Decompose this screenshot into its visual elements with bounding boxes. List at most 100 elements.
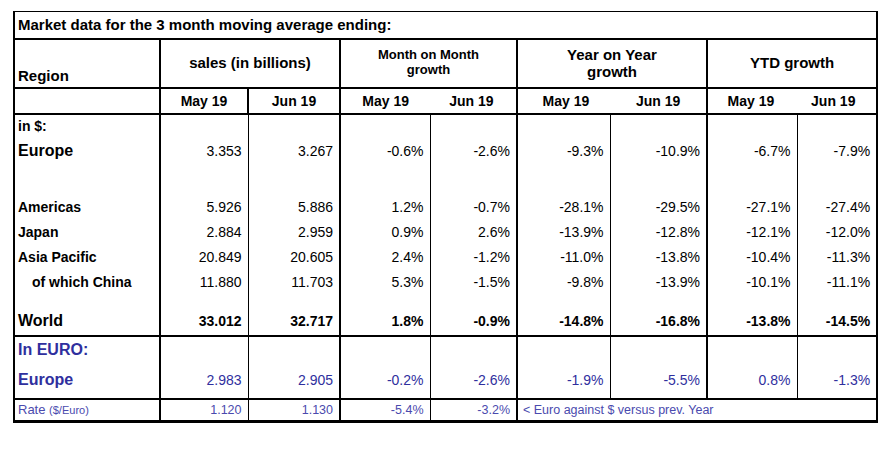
data-cell: 3.267: [248, 138, 340, 165]
col-group-sales: sales (in billions): [160, 39, 340, 88]
subheader-ytd: May 19Jun 19: [707, 88, 877, 114]
data-cell: 2.6%: [430, 220, 517, 245]
row-label-americas: Americas: [14, 195, 160, 220]
row-china: of which China 11.880 11.703 5.3% -1.5% …: [14, 270, 877, 294]
row-europe-euro: Europe 2.983 2.905 -0.2% -2.6% -1.9% -5.…: [14, 363, 877, 399]
title-row: Market data for the 3 month moving avera…: [14, 12, 877, 39]
row-label-japan: Japan: [14, 220, 160, 245]
subheader-sales-jun: Jun 19: [248, 88, 340, 114]
data-cell: -5.4%: [340, 399, 430, 422]
data-cell: -9.3%: [517, 138, 610, 165]
subheader-mom: May 19Jun 19: [340, 88, 517, 114]
header-row: Region sales (in billions) Month on Mont…: [14, 39, 877, 88]
row-label-europe: Europe: [14, 138, 160, 165]
data-cell: 0.8%: [707, 363, 797, 399]
data-cell: 1.2%: [340, 195, 430, 220]
rate-note: < Euro against $ versus prev. Year: [517, 399, 877, 422]
row-label-china: of which China: [14, 270, 160, 294]
row-label-rate: Rate ($/Euro): [14, 399, 160, 422]
data-cell: -0.7%: [430, 195, 517, 220]
data-cell: 0.9%: [340, 220, 430, 245]
data-cell: -13.8%: [610, 245, 707, 270]
data-cell: 1.8%: [340, 307, 430, 336]
data-cell: -11.3%: [797, 245, 877, 270]
data-cell: -28.1%: [517, 195, 610, 220]
data-cell: -14.8%: [517, 307, 610, 336]
subheader-mom-jun: Jun 19: [429, 93, 515, 109]
data-cell: 5.886: [248, 195, 340, 220]
data-cell: 11.880: [160, 270, 248, 294]
row-label-world: World: [14, 307, 160, 336]
data-cell: -3.2%: [430, 399, 517, 422]
data-cell: 5.3%: [340, 270, 430, 294]
data-cell: 5.926: [160, 195, 248, 220]
section-label-in-dollar: in $:: [14, 114, 160, 138]
spacer-row: [14, 294, 877, 307]
data-cell: -1.9%: [517, 363, 610, 399]
data-cell: -12.1%: [707, 220, 797, 245]
data-cell: -11.1%: [797, 270, 877, 294]
subheader-yoy-jun: Jun 19: [612, 93, 704, 109]
data-cell: 2.884: [160, 220, 248, 245]
data-cell: -11.0%: [517, 245, 610, 270]
data-cell: -16.8%: [610, 307, 707, 336]
data-cell: 11.703: [248, 270, 340, 294]
data-cell: -6.7%: [707, 138, 797, 165]
spacer-row: [14, 165, 877, 195]
data-cell: -12.8%: [610, 220, 707, 245]
subheader-sales-may: May 19: [160, 88, 248, 114]
data-cell: 20.849: [160, 245, 248, 270]
data-cell: -2.6%: [430, 363, 517, 399]
data-cell: 32.717: [248, 307, 340, 336]
data-cell: -10.1%: [707, 270, 797, 294]
row-americas: Americas 5.926 5.886 1.2% -0.7% -28.1% -…: [14, 195, 877, 220]
data-cell: -0.6%: [340, 138, 430, 165]
subheader-yoy-may: May 19: [520, 93, 612, 109]
market-data-table: Market data for the 3 month moving avera…: [13, 11, 878, 423]
data-cell: -13.8%: [707, 307, 797, 336]
data-cell: 2.959: [248, 220, 340, 245]
data-cell: -9.8%: [517, 270, 610, 294]
table-title: Market data for the 3 month moving avera…: [14, 12, 877, 39]
col-group-month-on-month: Month on Month growth: [340, 39, 517, 88]
row-europe-usd: Europe 3.353 3.267 -0.6% -2.6% -9.3% -10…: [14, 138, 877, 165]
data-cell: 2.4%: [340, 245, 430, 270]
subheader-ytd-may: May 19: [710, 93, 792, 109]
data-cell: -5.5%: [610, 363, 707, 399]
row-rate: Rate ($/Euro) 1.120 1.130 -5.4% -3.2% < …: [14, 399, 877, 422]
data-cell: 20.605: [248, 245, 340, 270]
data-cell: -0.9%: [430, 307, 517, 336]
data-cell: -27.4%: [797, 195, 877, 220]
data-cell: 1.130: [248, 399, 340, 422]
col-group-ytd: YTD growth: [707, 39, 877, 88]
subheader-region-empty: [14, 88, 160, 114]
data-cell: 33.012: [160, 307, 248, 336]
data-cell: 1.120: [160, 399, 248, 422]
section-label-in-euro: In EURO:: [14, 336, 160, 363]
subheader-row: May 19 Jun 19 May 19Jun 19 May 19Jun 19 …: [14, 88, 877, 114]
data-cell: -7.9%: [797, 138, 877, 165]
data-cell: 2.905: [248, 363, 340, 399]
col-group-year-on-year: Year on Year growth: [517, 39, 707, 88]
row-in-euro-label: In EURO:: [14, 336, 877, 363]
row-world: World 33.012 32.717 1.8% -0.9% -14.8% -1…: [14, 307, 877, 336]
region-column-header: Region: [14, 39, 160, 88]
data-cell: -13.9%: [610, 270, 707, 294]
data-cell: -27.1%: [707, 195, 797, 220]
data-cell: -1.2%: [430, 245, 517, 270]
data-cell: 3.353: [160, 138, 248, 165]
data-cell: -14.5%: [797, 307, 877, 336]
row-label-asia-pacific: Asia Pacific: [14, 245, 160, 270]
rate-label-unit: ($/Euro): [49, 404, 89, 416]
row-label-europe-euro: Europe: [14, 363, 160, 399]
row-japan: Japan 2.884 2.959 0.9% 2.6% -13.9% -12.8…: [14, 220, 877, 245]
data-cell: 2.983: [160, 363, 248, 399]
data-cell: -29.5%: [610, 195, 707, 220]
screenshot-canvas: Market data for the 3 month moving avera…: [0, 0, 892, 450]
data-cell: -1.3%: [797, 363, 877, 399]
subheader-ytd-jun: Jun 19: [792, 93, 874, 109]
subheader-mom-may: May 19: [343, 93, 429, 109]
data-cell: -12.0%: [797, 220, 877, 245]
rate-label: Rate: [18, 402, 45, 417]
data-cell: -10.4%: [707, 245, 797, 270]
